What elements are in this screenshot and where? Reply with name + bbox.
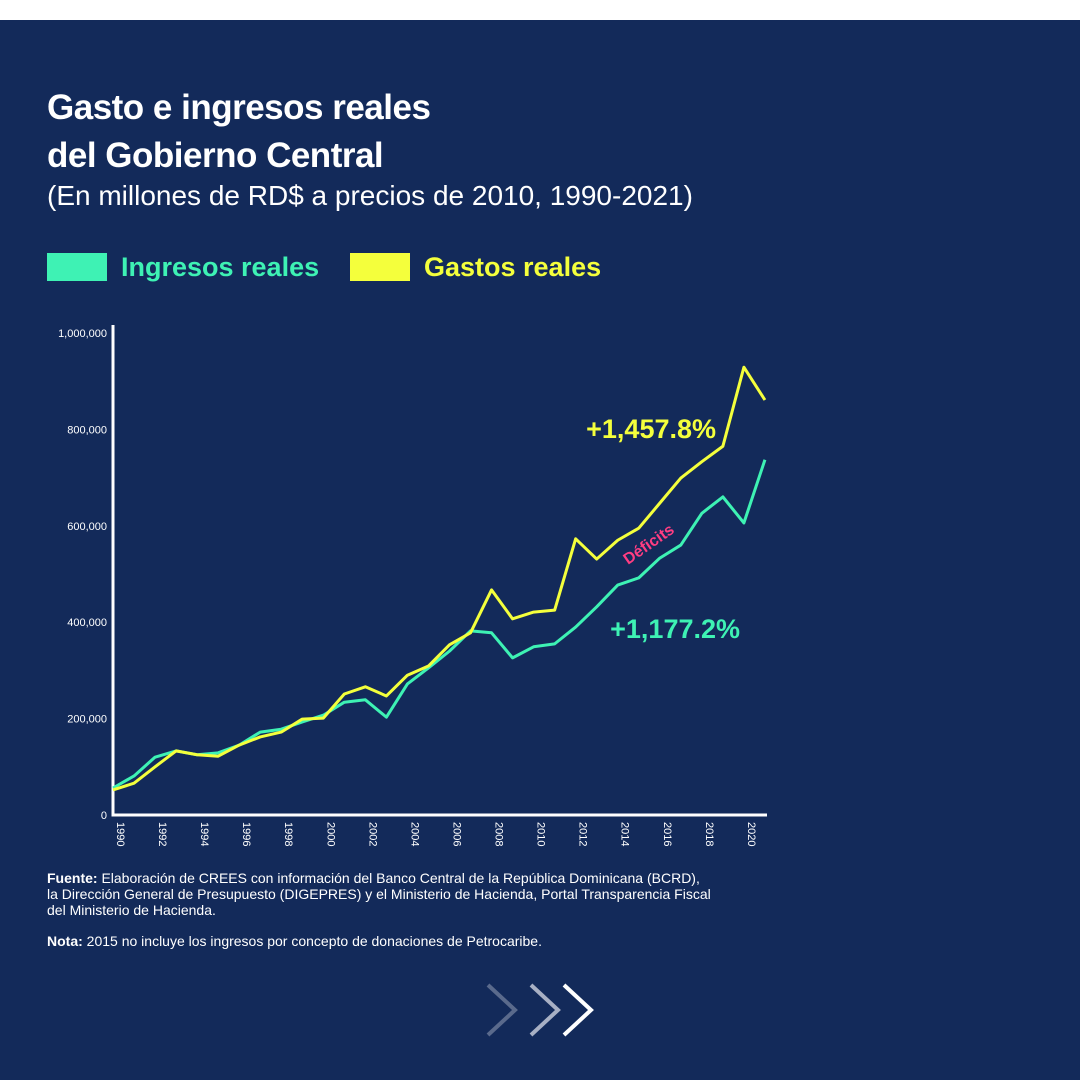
source-note: Fuente: Elaboración de CREES con informa… (47, 870, 711, 918)
legend-ingresos: Ingresos reales (47, 252, 319, 282)
deficit-label: Déficits (621, 521, 678, 568)
fuente-line-3: del Ministerio de Hacienda. (47, 902, 216, 918)
x-tick-label: 1992 (156, 822, 168, 846)
chart-title: Gasto e ingresos reales del Gobierno Cent… (47, 84, 431, 180)
x-tick-label: 2016 (661, 822, 673, 846)
legend-gastos: Gastos reales (350, 252, 601, 282)
annotation-gastos: +1,457.8% (586, 414, 716, 444)
series-line-ingresos (112, 459, 767, 790)
series-line-gastos (112, 365, 767, 792)
chevron-right-icon[interactable] (486, 983, 594, 1037)
x-tick-label: 2004 (408, 822, 420, 846)
nota-text: 2015 no incluye los ingresos por concept… (82, 933, 542, 949)
background (0, 20, 1080, 1080)
legend-swatch-ingresos (47, 253, 107, 281)
title-line-1: Gasto e ingresos reales (47, 88, 431, 127)
y-tick-label: 600,000 (67, 521, 107, 533)
x-tick-label: 1990 (114, 822, 126, 846)
x-tick-label: 1996 (240, 822, 252, 846)
title-line-2: del Gobierno Central (47, 136, 384, 175)
x-tick-label: 1998 (282, 822, 294, 846)
fuente-text: Elaboración de CREES con información del… (97, 870, 700, 886)
legend-label-gastos: Gastos reales (424, 251, 602, 282)
chart-subtitle: (En millones de RD$ a precios de 2010, 1… (47, 180, 693, 211)
x-tick-label: 2010 (535, 822, 547, 846)
y-tick-label: 200,000 (67, 714, 107, 726)
nota: Nota: 2015 no incluye los ingresos por c… (47, 933, 542, 949)
x-tick-label: 2018 (703, 822, 715, 846)
annotation-ingresos: +1,177.2% (610, 614, 740, 644)
legend-label-ingresos: Ingresos reales (121, 251, 320, 282)
fuente-label: Fuente: (47, 870, 98, 886)
x-tick-label: 2020 (745, 822, 757, 846)
x-tick-label: 2008 (493, 822, 505, 846)
x-tick-label: 2000 (324, 822, 336, 846)
nota-label: Nota: (47, 933, 83, 949)
x-tick-label: 2012 (577, 822, 589, 846)
y-tick-label: 0 (101, 810, 107, 822)
x-tick-label: 2014 (619, 822, 631, 846)
y-tick-label: 800,000 (67, 424, 107, 436)
legend-swatch-gastos (350, 253, 410, 281)
fuente-line-2: la Dirección General de Presupuesto (DIG… (47, 886, 711, 902)
y-tick-label: 400,000 (67, 617, 107, 629)
x-tick-label: 1994 (198, 822, 210, 846)
y-tick-label: 1,000,000 (58, 328, 107, 340)
x-tick-label: 2002 (366, 822, 378, 846)
axes (111, 325, 767, 817)
x-tick-label: 2006 (450, 822, 462, 846)
